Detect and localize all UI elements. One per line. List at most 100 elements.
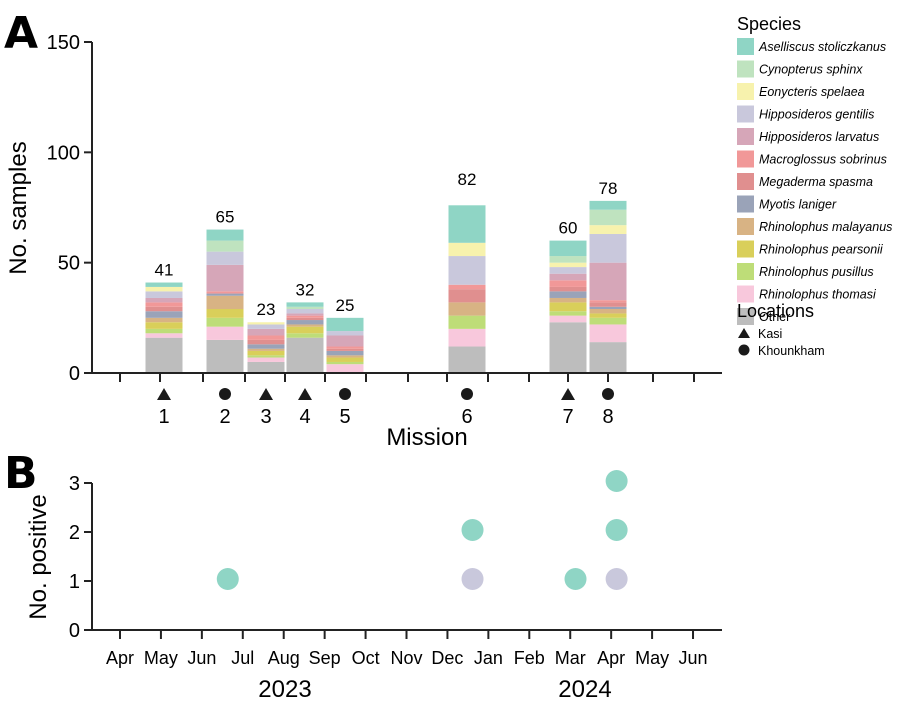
b-x-tick-label: Jan [474, 648, 503, 668]
mission-label: 7 [562, 406, 573, 428]
bar-segment [286, 309, 324, 314]
legend-swatch [737, 128, 754, 145]
bar-total-label: 60 [559, 219, 578, 238]
mission-label: 6 [461, 406, 472, 428]
year-labels: 2023 2024 [258, 676, 611, 703]
y-axis-ticks: 0 50 100 150 [47, 32, 92, 385]
bar-segment [589, 324, 627, 343]
bar-segment [326, 335, 364, 347]
b-x-tick-label: Mar [555, 648, 586, 668]
bar-segment [326, 357, 364, 362]
kasi-triangle-marker [298, 388, 312, 400]
bar-segment [286, 337, 324, 373]
kasi-triangle-marker [259, 388, 273, 400]
bar-segment [448, 328, 486, 347]
legend-circle-icon [738, 344, 750, 356]
bar-segment [326, 355, 364, 358]
bar-segment [145, 317, 183, 323]
bar-segment [206, 264, 244, 292]
b-x-tick-label: Apr [106, 648, 134, 668]
b-x-tick-label: Jul [231, 648, 254, 668]
bar-segment [206, 251, 244, 265]
legend-label: Eonycteris spelaea [759, 85, 865, 99]
mission-label: 2 [219, 406, 230, 428]
bar-segment [286, 313, 324, 316]
bar-segment [286, 333, 324, 338]
mission-label: 5 [339, 406, 350, 428]
bar-segment [549, 315, 587, 323]
bar-segment [286, 315, 324, 318]
b-y-tick-label: 2 [69, 522, 80, 544]
bar-segment [549, 280, 587, 287]
bar-segment [549, 240, 587, 257]
legend-triangle-icon [738, 328, 750, 338]
legend-label: Rhinolophus pearsonii [759, 243, 884, 257]
legend-swatch [737, 150, 754, 168]
locations-legend-title: Locations [737, 301, 814, 321]
bar-segment [247, 357, 285, 362]
bar-total-label: 65 [216, 208, 235, 227]
bar-segment [145, 297, 183, 303]
bar-total-label: 23 [257, 300, 276, 319]
bar-segment [145, 337, 183, 373]
location-legend-label: Khounkham [758, 344, 825, 358]
x-axis-ticks [119, 373, 695, 382]
bar-segment [206, 339, 244, 373]
y-tick-label: 50 [58, 253, 80, 275]
bar-segment [448, 289, 486, 303]
bar-segment [247, 348, 285, 351]
bar-segment [206, 309, 244, 318]
x-axis-title: Mission [386, 424, 467, 451]
bar-segment [589, 233, 627, 263]
bar-total-label: 82 [458, 170, 477, 189]
species-legend: Species Aselliscus stoliczkanus Cynopteru… [737, 14, 892, 358]
bar-total-label: 78 [599, 179, 618, 198]
bar-segment [206, 295, 244, 310]
bar-segment [286, 302, 324, 307]
legend-label: Other [759, 310, 790, 324]
b-y-tick-label: 1 [69, 571, 80, 593]
positive-point [605, 568, 628, 590]
bar-segment [448, 256, 486, 285]
bar-segment [247, 335, 285, 340]
bar-segment [448, 346, 486, 373]
locations-legend-items: Kasi Khounkham [738, 327, 825, 358]
legend-swatch [737, 218, 754, 235]
bar-segment [448, 302, 486, 316]
panel-b-letter: B [4, 448, 38, 499]
bar-segment [247, 361, 285, 373]
mission-label: 3 [260, 406, 271, 428]
kasi-triangle-marker [157, 388, 171, 400]
b-y-tick-label: 3 [69, 473, 80, 495]
b-x-tick-label: Sep [309, 648, 341, 668]
kasi-triangle-marker [561, 388, 575, 400]
khounkham-circle-marker [461, 388, 473, 400]
bar-segment [145, 291, 183, 298]
legend-swatch [737, 105, 754, 123]
positive-point [461, 568, 484, 590]
bar-segment [145, 302, 183, 307]
b-x-tick-label: Apr [597, 648, 625, 668]
b-x-tick-label: Oct [352, 648, 380, 668]
b-x-axis-ticks: Apr May Jun Jul Aug Sep Oct Nov Dec Jan Feb Mar Apr M… [106, 630, 708, 668]
khounkham-circle-marker [219, 388, 231, 400]
panel-b-scatter-chart: 0 1 2 3 Apr May Jun Jul Aug Sep Oct Nov Dec Jan Feb Ma… [25, 470, 722, 703]
positive-point [564, 568, 587, 590]
b-x-tick-label: May [635, 648, 669, 668]
bar-segment [206, 229, 244, 241]
bar-segment [326, 331, 364, 336]
bar-segment [206, 291, 244, 294]
bar-segment [145, 286, 183, 292]
bar-segment [247, 344, 285, 349]
bar-segment [286, 324, 324, 327]
bar-segment [549, 297, 587, 303]
bar-segment [589, 262, 627, 301]
bar-segment [326, 348, 364, 351]
year-label: 2024 [558, 676, 611, 703]
y-axis-title: No. samples [5, 141, 32, 274]
mission-label: 4 [299, 406, 310, 428]
bar-stacks [145, 200, 627, 373]
bar-segment [589, 309, 627, 314]
legend-label: Cynopterus sphinx [759, 63, 863, 77]
legend-label: Hipposideros larvatus [759, 130, 879, 144]
